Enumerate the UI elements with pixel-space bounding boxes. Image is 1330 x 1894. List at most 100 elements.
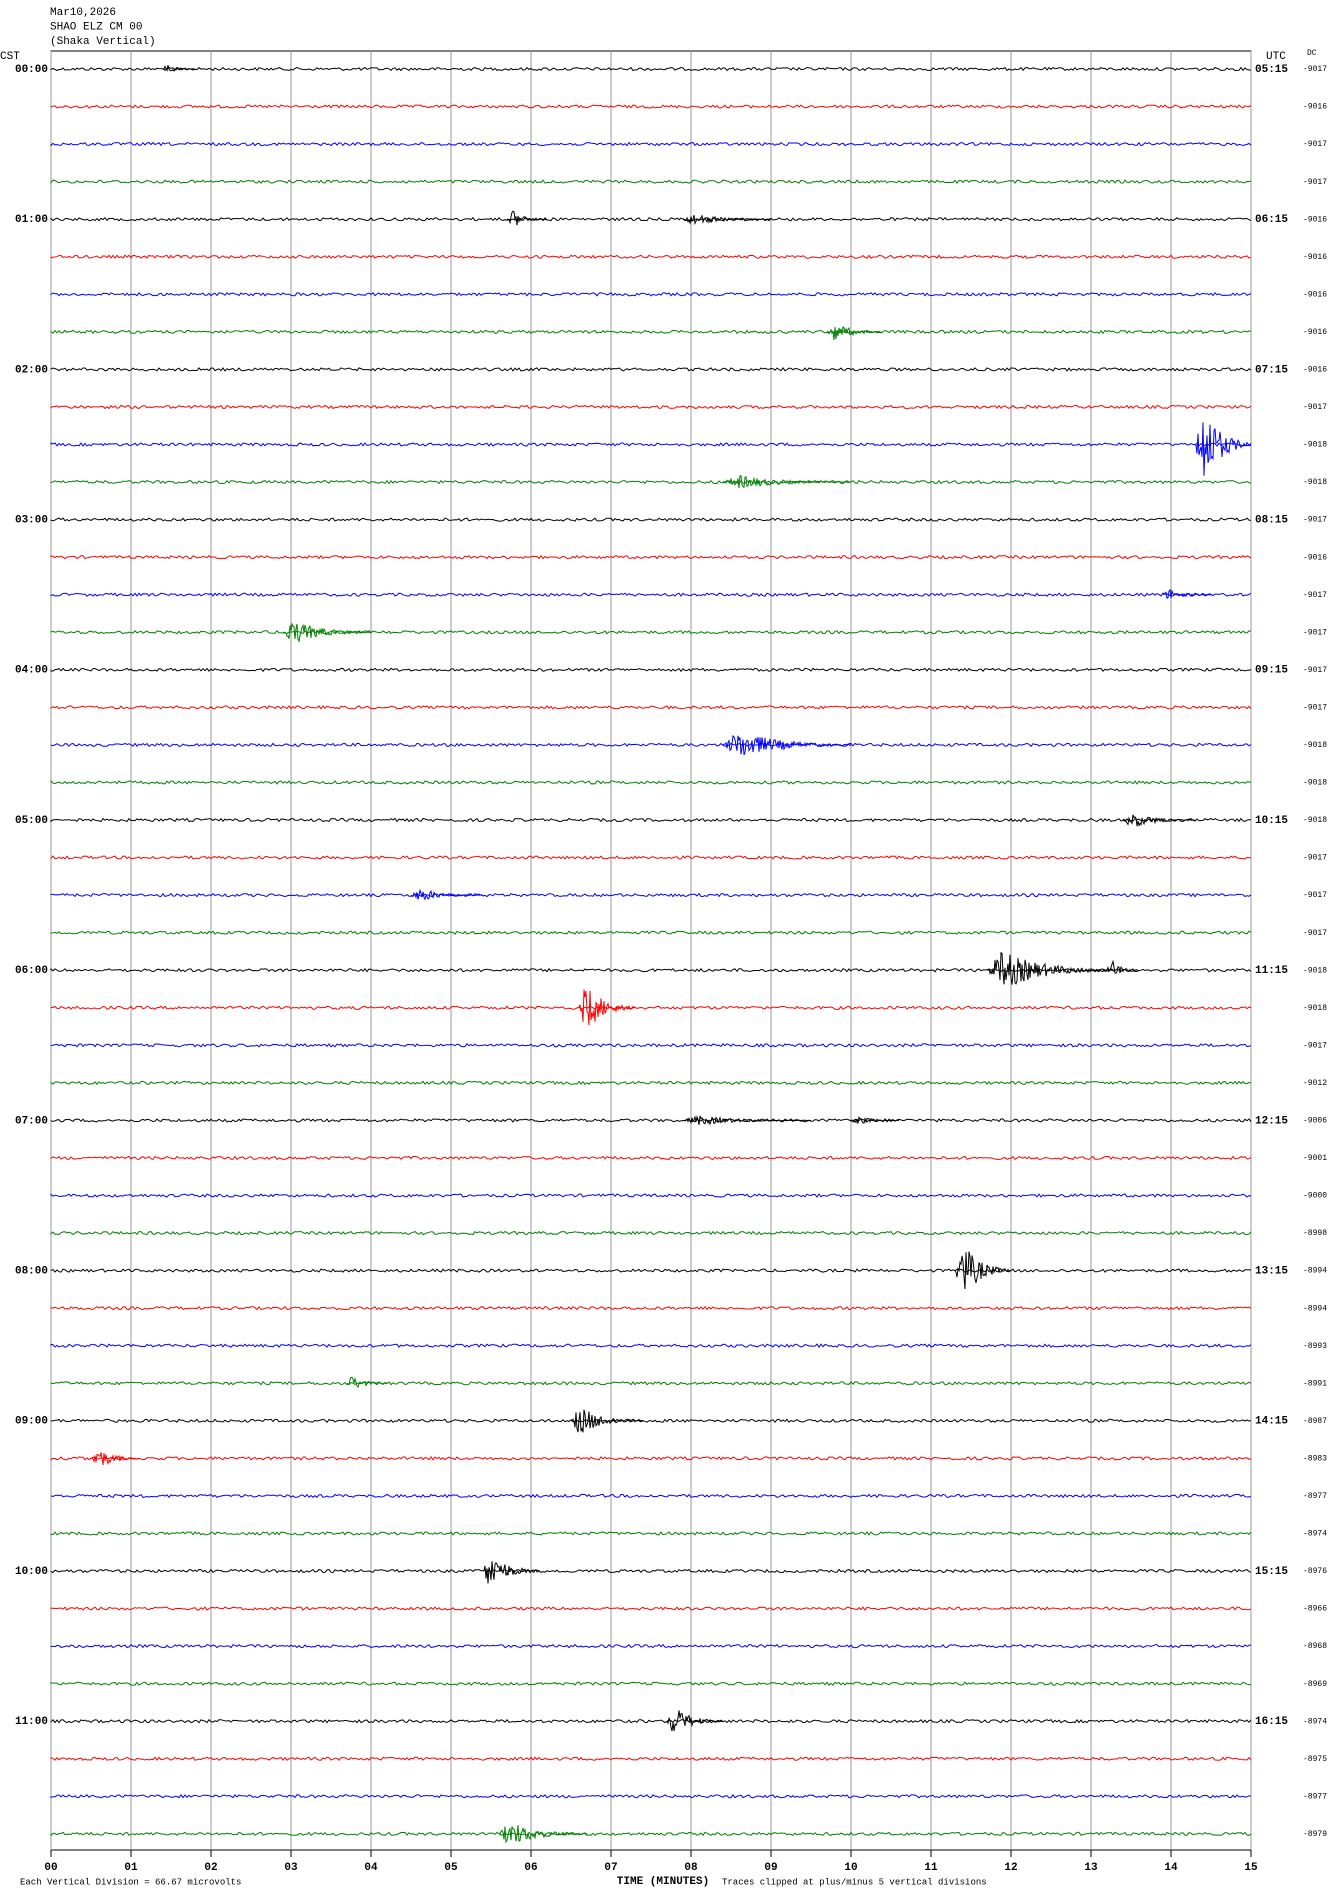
event: [666, 1710, 724, 1732]
x-tick-label: 03: [284, 1862, 298, 1874]
event: [826, 326, 883, 340]
cst-label: 00:00: [15, 64, 48, 76]
x-tick-label: 13: [1084, 1862, 1098, 1874]
cst-label: 06:00: [15, 965, 48, 977]
title-line: SHAO ELZ CM 00: [50, 21, 142, 33]
dc-value: -8987: [1303, 1417, 1327, 1426]
trace: [50, 1155, 1252, 1161]
event: [850, 1116, 899, 1124]
dc-value: -8974: [1303, 1530, 1327, 1539]
event: [682, 1115, 812, 1126]
trace: [50, 1230, 1252, 1236]
trace: [50, 104, 1252, 109]
event: [90, 1452, 140, 1466]
trace: [50, 967, 1252, 973]
dc-value: -8979: [1303, 1830, 1327, 1839]
x-tick-label: 04: [364, 1862, 378, 1874]
dc-value: -9016: [1303, 366, 1327, 375]
event: [1194, 422, 1252, 476]
dc-value: -9018: [1303, 741, 1327, 750]
x-tick-label: 05: [444, 1862, 458, 1874]
trace: [50, 705, 1252, 710]
cst-label: 03:00: [15, 515, 48, 527]
dc-value: -8994: [1303, 1304, 1327, 1313]
dc-value: -8983: [1303, 1454, 1327, 1463]
event: [410, 888, 484, 901]
cst-label: 08:00: [15, 1266, 48, 1278]
cst-label: 09:00: [15, 1416, 48, 1428]
dc-value: -8966: [1303, 1605, 1327, 1614]
dc-value: -9016: [1303, 103, 1327, 112]
trace: [50, 554, 1252, 560]
dc-value: -8968: [1303, 1642, 1327, 1651]
event: [578, 989, 636, 1026]
x-axis-label: TIME (MINUTES): [617, 1876, 709, 1888]
x-tick-label: 11: [924, 1862, 938, 1874]
event: [722, 735, 852, 756]
trace: [50, 367, 1252, 372]
trace: [50, 1305, 1252, 1311]
event: [498, 1825, 588, 1844]
dc-value: -8993: [1303, 1342, 1327, 1351]
trace: [50, 592, 1252, 597]
dc-value: -9001: [1303, 1154, 1327, 1163]
trace: [50, 1643, 1252, 1649]
event: [1162, 588, 1211, 600]
utc-label: 11:15: [1255, 965, 1288, 977]
dc-value: -9017: [1303, 666, 1327, 675]
x-tick-label: 15: [1244, 1862, 1258, 1874]
trace: [50, 629, 1252, 635]
x-tick-label: 09: [764, 1862, 777, 1874]
title-line: Mar10,2026: [50, 7, 116, 19]
dc-value: -9018: [1303, 441, 1327, 450]
x-tick-label: 14: [1164, 1862, 1178, 1874]
dc-value: -8994: [1303, 1267, 1327, 1276]
trace: [50, 404, 1252, 410]
dc-value: -9016: [1303, 553, 1327, 562]
event: [162, 64, 196, 72]
utc-label: 10:15: [1255, 815, 1288, 827]
event: [1106, 959, 1140, 974]
dc-value: -9016: [1303, 328, 1327, 337]
left-axis-label: CST: [0, 51, 20, 63]
trace: [50, 1493, 1252, 1499]
trace: [50, 442, 1252, 447]
utc-label: 16:15: [1255, 1716, 1288, 1728]
x-tick-label: 00: [44, 1862, 57, 1874]
event: [954, 1251, 1012, 1290]
trace: [50, 817, 1251, 823]
dc-value: -8998: [1303, 1229, 1327, 1238]
trace: [50, 1080, 1252, 1086]
scale-note: Each Vertical Division = 66.67 microvolt…: [20, 1877, 241, 1887]
dc-value: -8977: [1303, 1792, 1327, 1801]
trace: [50, 1193, 1252, 1198]
dc-value: -8969: [1303, 1680, 1327, 1689]
trace: [50, 1756, 1252, 1761]
trace: [50, 892, 1252, 898]
dc-value: -9018: [1303, 966, 1327, 975]
dc-value: -9017: [1303, 628, 1327, 637]
event: [346, 1376, 388, 1389]
dc-value: -9018: [1303, 816, 1327, 825]
trace: [50, 855, 1252, 860]
trace: [50, 1531, 1252, 1536]
trace: [50, 1831, 1252, 1837]
dc-value: -9017: [1303, 891, 1327, 900]
trace: [50, 1794, 1252, 1799]
dc-value: -8976: [1303, 1567, 1327, 1576]
dc-value: -8975: [1303, 1755, 1327, 1764]
dc-value: -8974: [1303, 1717, 1327, 1726]
trace: [50, 479, 1252, 485]
event: [682, 214, 772, 226]
dc-value: -9017: [1303, 591, 1327, 600]
utc-label: 13:15: [1255, 1266, 1288, 1278]
trace: [50, 1343, 1252, 1349]
event: [507, 210, 548, 226]
trace: [50, 1005, 1252, 1010]
utc-label: 05:15: [1255, 64, 1288, 76]
cst-label: 02:00: [15, 364, 48, 376]
utc-label: 15:15: [1255, 1566, 1288, 1578]
plot-frame: [50, 50, 1252, 1851]
dc-value: -9006: [1303, 1117, 1327, 1126]
